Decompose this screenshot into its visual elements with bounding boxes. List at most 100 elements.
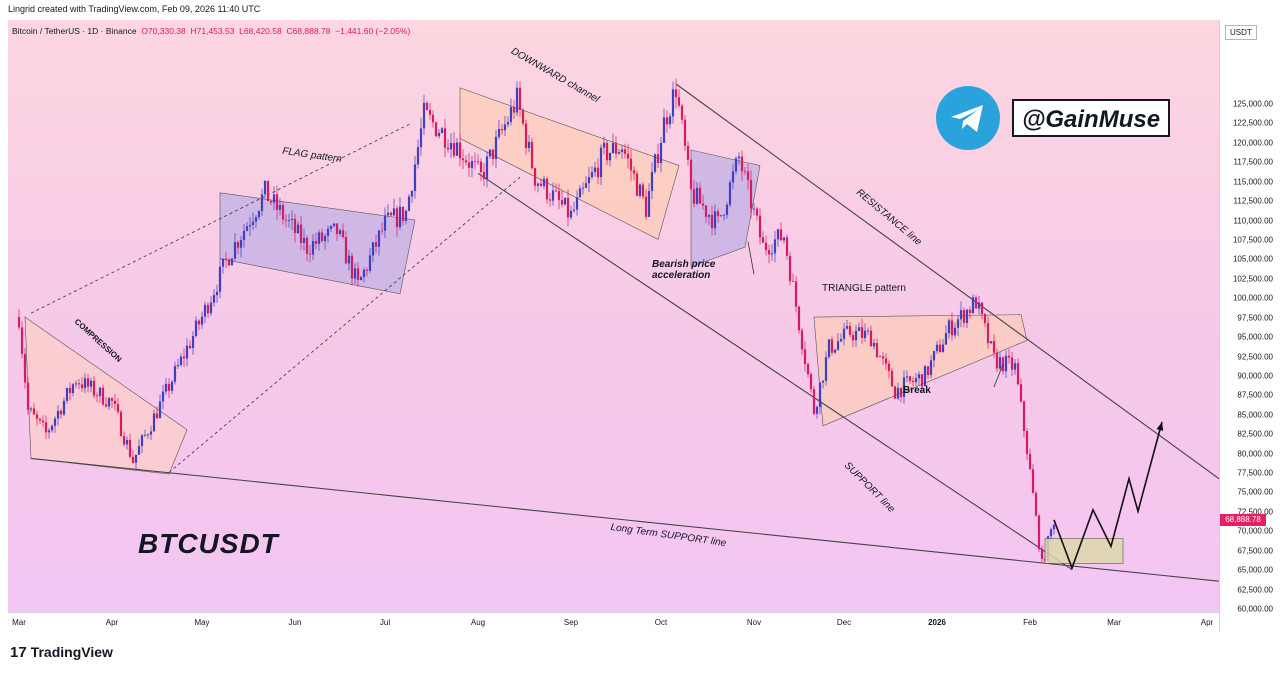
candle-body bbox=[1028, 453, 1032, 470]
candle-body bbox=[689, 159, 693, 189]
candle-body bbox=[902, 377, 906, 398]
candle-body bbox=[593, 167, 597, 173]
candle-body bbox=[998, 357, 1002, 369]
candle-body bbox=[119, 411, 123, 437]
candle-body bbox=[203, 304, 207, 317]
candle-body bbox=[878, 356, 882, 358]
price-tick-label: 65,000.00 bbox=[1237, 565, 1273, 575]
candle-body bbox=[704, 205, 708, 217]
tradingview-brand[interactable]: 17 TradingView bbox=[10, 644, 113, 661]
open-value: O70,330.38 bbox=[141, 26, 186, 36]
candle-body bbox=[560, 200, 564, 205]
candle-body bbox=[491, 149, 495, 160]
candle-body bbox=[356, 268, 360, 281]
candle-body bbox=[353, 268, 357, 279]
candle-body bbox=[887, 363, 891, 371]
candle-body bbox=[986, 323, 990, 344]
candle-body bbox=[833, 349, 837, 353]
candle-body bbox=[974, 297, 978, 309]
flag-zone bbox=[219, 192, 416, 295]
candle-body bbox=[857, 327, 861, 331]
candle-body bbox=[527, 141, 531, 149]
candle-body bbox=[20, 327, 24, 354]
candle-body bbox=[302, 237, 306, 243]
candle-body bbox=[446, 147, 450, 150]
candle-body bbox=[680, 105, 684, 120]
candle-body bbox=[113, 400, 117, 404]
candle-body bbox=[380, 230, 384, 232]
candle-body bbox=[308, 253, 312, 255]
candle-body bbox=[152, 413, 156, 432]
time-tick-label: Apr bbox=[105, 618, 119, 627]
candle-body bbox=[59, 410, 63, 415]
candle-body bbox=[251, 221, 255, 225]
candle-body bbox=[386, 212, 390, 216]
candle-body bbox=[854, 330, 858, 341]
candle-body bbox=[671, 89, 675, 117]
candle-body bbox=[944, 333, 948, 345]
candle-body bbox=[191, 335, 195, 349]
candle-body bbox=[542, 178, 546, 187]
last-price-badge: 68,888.78 bbox=[1220, 513, 1266, 526]
candle-body bbox=[74, 383, 78, 385]
candle-body bbox=[860, 327, 864, 338]
price-tick-label: 82,500.00 bbox=[1237, 429, 1273, 439]
candle-body bbox=[899, 387, 903, 398]
candle-body bbox=[947, 320, 951, 334]
telegram-icon bbox=[936, 86, 1000, 150]
time-tick-label: Feb bbox=[1023, 618, 1037, 627]
bearish-arrow bbox=[747, 241, 755, 275]
price-tick-label: 115,000.00 bbox=[1233, 177, 1273, 187]
candle-body bbox=[722, 214, 726, 216]
candle-body bbox=[347, 255, 351, 264]
brand-name: TradingView bbox=[30, 644, 113, 660]
candle-body bbox=[140, 435, 144, 447]
candle-body bbox=[461, 158, 465, 161]
candle-body bbox=[572, 209, 576, 211]
candle-body bbox=[410, 190, 414, 197]
candle-body bbox=[776, 229, 780, 240]
candle-body bbox=[101, 387, 105, 405]
currency-label[interactable]: USDT bbox=[1225, 25, 1257, 40]
chart-symbol-title: BTCUSDT bbox=[138, 528, 279, 559]
candle-body bbox=[911, 380, 915, 383]
candle-body bbox=[128, 440, 132, 457]
price-tick-label: 97,500.00 bbox=[1237, 313, 1273, 323]
close-value: C68,888.78 bbox=[286, 26, 331, 36]
candle-body bbox=[866, 330, 870, 332]
candle-body bbox=[941, 344, 945, 353]
candle-body bbox=[749, 179, 753, 209]
candle-body bbox=[50, 425, 54, 431]
candle-body bbox=[863, 330, 867, 338]
candle-body bbox=[236, 242, 240, 248]
candle-body bbox=[416, 147, 420, 165]
candle-body bbox=[524, 123, 528, 149]
candle-body bbox=[257, 210, 261, 218]
candle-body bbox=[953, 327, 957, 336]
price-tick-label: 80,000.00 bbox=[1237, 449, 1273, 459]
price-tick-label: 67,500.00 bbox=[1237, 546, 1273, 556]
candle-body bbox=[683, 119, 687, 146]
price-tick-label: 122,500.00 bbox=[1232, 118, 1273, 128]
candle-body bbox=[923, 366, 927, 387]
candle-body bbox=[875, 343, 879, 357]
candle-body bbox=[107, 398, 111, 407]
candle-body bbox=[608, 153, 612, 161]
candle-body bbox=[743, 171, 747, 173]
candle-body bbox=[521, 109, 525, 124]
candle-body bbox=[710, 215, 714, 229]
candle-body bbox=[248, 224, 252, 227]
candle-body bbox=[329, 226, 333, 229]
candle-body bbox=[425, 102, 429, 110]
price-tick-label: 72,500.00 bbox=[1237, 507, 1273, 517]
price-axis[interactable]: USDT 60,000.00 62,500.00 65,000.00 67,500.0… bbox=[1219, 20, 1280, 632]
price-tick-label: 100,000.00 bbox=[1232, 293, 1273, 303]
candle-body bbox=[758, 215, 762, 238]
symbol-legend: Bitcoin / TetherUS · 1D · Binance O70,33… bbox=[12, 26, 410, 36]
candle-body bbox=[821, 380, 825, 383]
candle-body bbox=[932, 351, 936, 361]
candle-body bbox=[851, 334, 855, 341]
time-axis[interactable]: Mar Apr May Jun Jul Aug Sep Oct Nov Dec 2026 Feb Mar… bbox=[8, 612, 1219, 633]
candle-body bbox=[38, 418, 42, 421]
candle-body bbox=[455, 142, 459, 156]
